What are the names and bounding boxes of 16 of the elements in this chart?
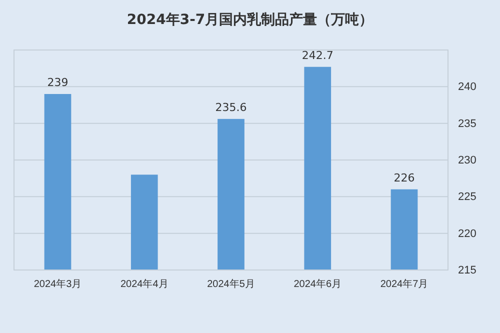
data-label: 226 bbox=[394, 171, 415, 184]
x-tick-label: 2024年7月 bbox=[380, 278, 428, 290]
x-tick-label: 2024年5月 bbox=[207, 278, 255, 290]
x-tick-label: 2024年4月 bbox=[120, 278, 168, 290]
data-label: 242.7 bbox=[302, 48, 334, 62]
chart-title: 2024年3-7月国内乳制品产量（万吨） bbox=[126, 11, 374, 28]
y-tick-label: 225 bbox=[458, 191, 476, 204]
y-tick-label: 220 bbox=[458, 228, 476, 240]
x-tick-label: 2024年3月 bbox=[34, 278, 82, 290]
y-tick-label: 215 bbox=[458, 264, 476, 277]
data-label: 239 bbox=[47, 76, 68, 89]
y-tick-label: 235 bbox=[458, 118, 476, 130]
data-label: 235.6 bbox=[215, 100, 247, 114]
x-tick-label: 2024年6月 bbox=[294, 278, 342, 290]
y-tick-label: 230 bbox=[458, 154, 476, 167]
y-tick-label: 240 bbox=[458, 81, 476, 94]
